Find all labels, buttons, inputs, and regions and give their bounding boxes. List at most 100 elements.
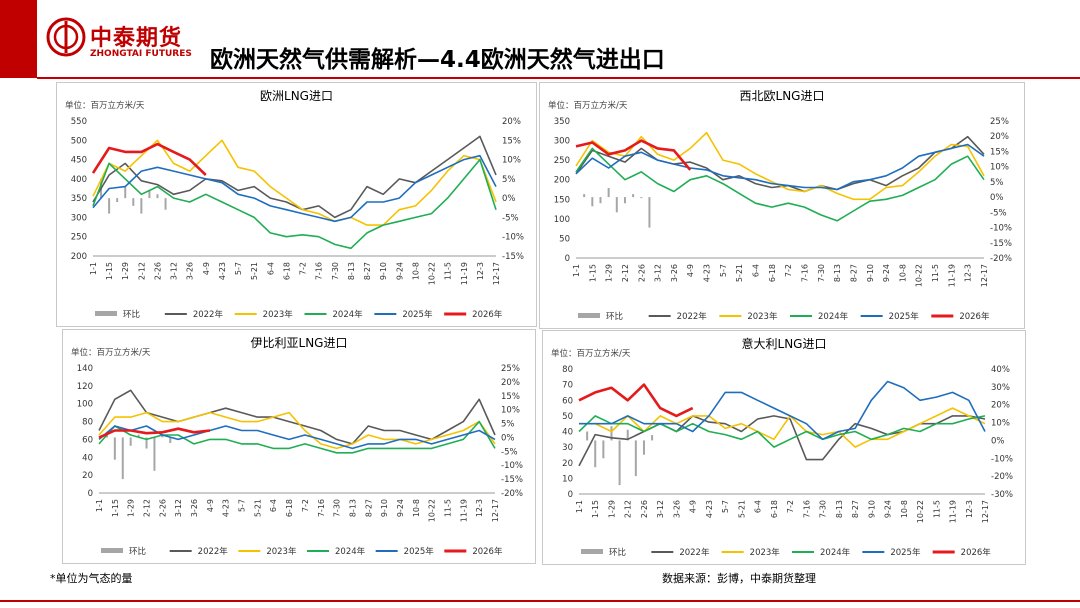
- x-tick-label: 9-24: [884, 500, 893, 518]
- footnote: *单位为气态的量: [50, 572, 133, 585]
- y-tick-label: 140: [77, 364, 93, 374]
- x-tick-label: 11-19: [947, 264, 956, 287]
- x-tick-label: 4-23: [705, 500, 714, 518]
- zhongtai-logo-icon: [46, 17, 86, 57]
- series-line-2022: [98, 389, 496, 445]
- x-tick-label: 5-21: [253, 499, 262, 517]
- series-line-2025: [575, 143, 985, 191]
- x-tick-label: 1-1: [572, 264, 581, 277]
- chart-title: 伊比利亚LNG进口: [251, 336, 348, 350]
- legend-label: 2023年: [750, 547, 781, 558]
- yoy-bar: [116, 198, 119, 202]
- y-tick-label: 0: [568, 490, 573, 500]
- x-tick-label: 1-1: [89, 262, 98, 275]
- legend-label: 2026年: [959, 311, 990, 322]
- x-tick-label: 1-15: [111, 499, 120, 517]
- x-tick-label: 5-7: [238, 499, 247, 512]
- x-tick-label: 8-27: [363, 262, 372, 280]
- y2-tick-label: 10%: [502, 156, 521, 166]
- y-tick-label: 40: [562, 428, 573, 438]
- y2-tick-label: -20%: [990, 254, 1012, 264]
- x-tick-label: 7-30: [331, 262, 340, 280]
- legend-label: 2025年: [890, 547, 921, 558]
- yoy-bar: [594, 440, 597, 468]
- x-tick-label: 12-3: [476, 262, 485, 280]
- yoy-bar: [132, 198, 135, 206]
- x-tick-label: 3-26: [190, 499, 199, 517]
- x-tick-label: 1-15: [588, 264, 597, 282]
- x-tick-label: 4-23: [218, 262, 227, 280]
- yoy-bar: [642, 440, 645, 455]
- x-tick-label: 8-13: [833, 264, 842, 282]
- yoy-bar: [153, 437, 156, 471]
- x-tick-label: 11-19: [460, 262, 469, 285]
- x-tick-label: 7-2: [301, 499, 310, 512]
- x-tick-label: 2-12: [137, 262, 146, 280]
- yoy-bar: [651, 435, 654, 441]
- x-tick-label: 9-24: [882, 264, 891, 282]
- x-tick-label: 1-29: [607, 500, 616, 518]
- yoy-bar: [164, 198, 167, 210]
- y2-tick-label: 40%: [991, 365, 1010, 375]
- y2-tick-label: -20%: [991, 472, 1013, 482]
- yoy-bar: [623, 197, 626, 204]
- y-tick-label: 300: [71, 213, 87, 223]
- series-line-2025: [92, 154, 497, 223]
- yoy-bar: [108, 198, 111, 214]
- yoy-bar: [586, 431, 589, 441]
- yoy-bar: [156, 194, 159, 199]
- x-tick-label: 7-16: [315, 262, 324, 280]
- x-tick-label: 12-3: [965, 500, 974, 518]
- x-tick-label: 8-13: [835, 500, 844, 518]
- brand-name: 中泰期货: [90, 26, 183, 51]
- x-tick-label: 4-9: [689, 500, 698, 513]
- x-tick-label: 8-27: [364, 499, 373, 517]
- series-line-2023: [98, 411, 496, 450]
- yoy-bar: [591, 197, 594, 207]
- yoy-bar: [599, 197, 602, 204]
- y2-tick-label: 10%: [501, 406, 520, 416]
- page-title: 欧洲天然气供需解析—4.4欧洲天然气进出口: [210, 47, 665, 73]
- x-tick-label: 6-18: [768, 264, 777, 282]
- y2-tick-label: 0%: [502, 194, 516, 204]
- y2-tick-label: -5%: [501, 447, 518, 457]
- legend-label: 2022年: [198, 546, 229, 557]
- x-tick-label: 2-26: [640, 500, 649, 518]
- y2-tick-label: -10%: [990, 224, 1012, 234]
- x-tick-label: 6-4: [754, 500, 763, 513]
- x-tick-label: 8-27: [851, 500, 860, 518]
- x-tick-label: 7-30: [817, 264, 826, 282]
- legend-swatch: [578, 313, 600, 318]
- series-line-2026: [91, 142, 207, 176]
- y2-tick-label: 10%: [990, 163, 1009, 173]
- series-line-2025: [98, 425, 496, 450]
- y2-tick-label: 25%: [990, 117, 1009, 127]
- x-tick-label: 10-8: [900, 500, 909, 518]
- legend-label: 2024年: [335, 546, 366, 557]
- y2-tick-label: 5%: [501, 420, 515, 430]
- yoy-bar: [634, 440, 637, 477]
- legend-swatch: [95, 311, 117, 316]
- x-tick-label: 7-30: [333, 499, 342, 517]
- x-tick-label: 10-22: [428, 499, 437, 522]
- x-tick-label: 1-1: [575, 500, 584, 513]
- x-tick-label: 5-21: [250, 262, 259, 280]
- y-tick-label: 350: [554, 117, 570, 127]
- x-tick-label: 10-22: [915, 264, 924, 287]
- x-tick-label: 11-5: [444, 262, 453, 280]
- x-tick-label: 9-10: [867, 500, 876, 518]
- x-tick-label: 11-5: [932, 500, 941, 518]
- y-tick-label: 40: [82, 453, 93, 463]
- y-tick-label: 250: [71, 233, 87, 243]
- legend-label: 2025年: [889, 311, 920, 322]
- y-tick-label: 60: [562, 396, 573, 406]
- x-tick-label: 2-26: [637, 264, 646, 282]
- x-tick-label: 9-10: [379, 262, 388, 280]
- yoy-bar: [140, 198, 143, 214]
- yoy-bar: [610, 426, 613, 441]
- x-tick-label: 1-15: [591, 500, 600, 518]
- y2-tick-label: -10%: [501, 461, 523, 471]
- yoy-bar: [124, 186, 127, 199]
